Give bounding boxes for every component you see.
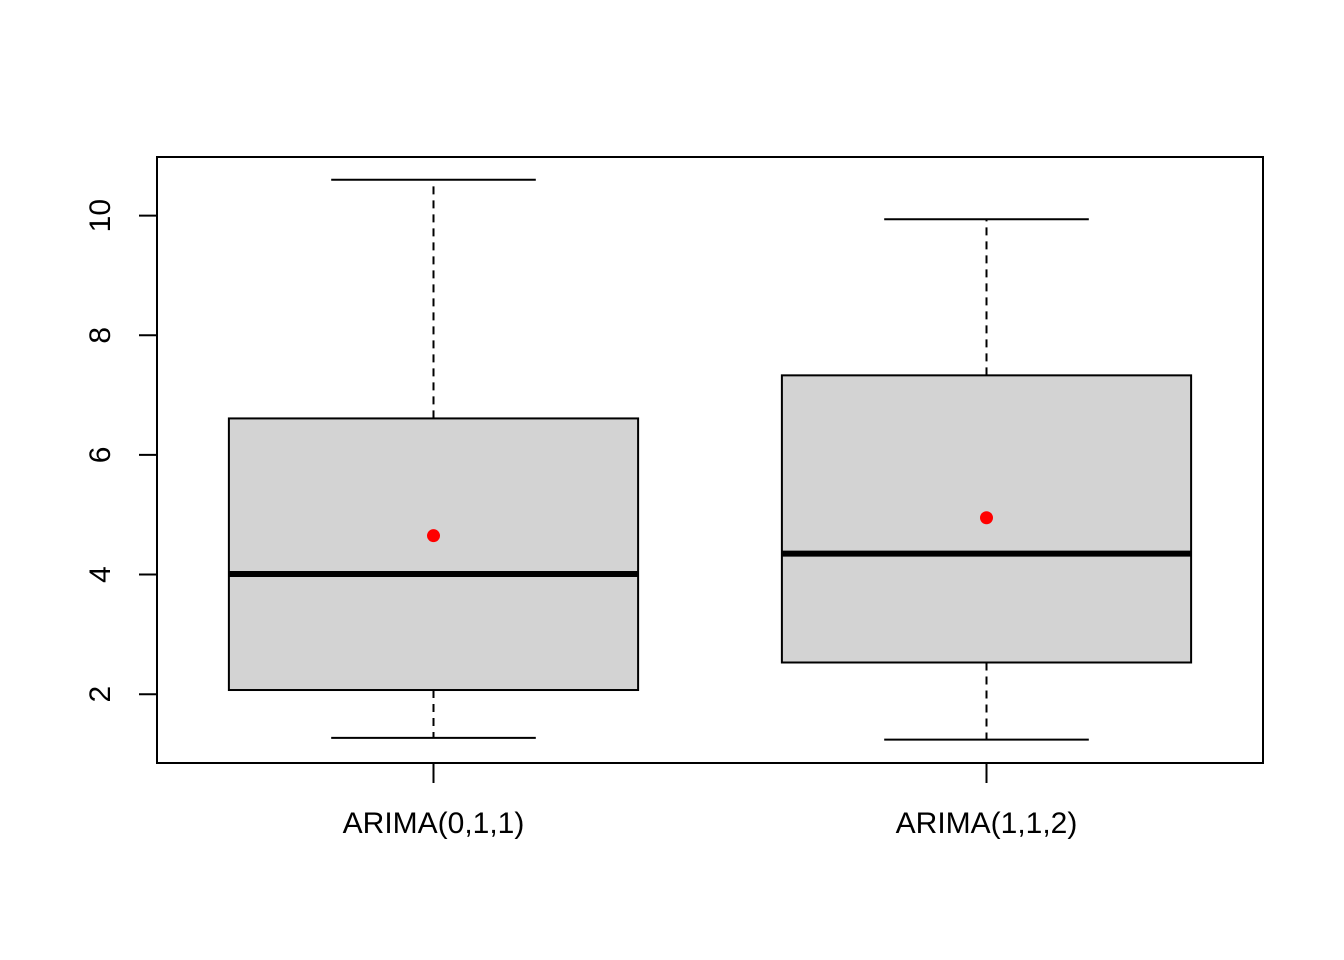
y-tick-label: 10 — [84, 199, 117, 232]
box-1 — [227, 178, 640, 739]
y-tick-label: 6 — [84, 447, 117, 464]
box-2 — [780, 218, 1193, 741]
x-tick-label: ARIMA(1,1,2) — [896, 807, 1078, 840]
y-tick-label: 2 — [84, 686, 117, 703]
mean-point — [427, 529, 440, 543]
mean-point — [980, 511, 993, 525]
y-tick-label: 8 — [84, 327, 117, 344]
box-series — [227, 178, 1193, 741]
y-tick-label: 4 — [84, 566, 117, 583]
y-axis: 2 4 6 8 10 — [84, 199, 158, 703]
x-tick-label: ARIMA(0,1,1) — [343, 807, 525, 840]
x-axis: ARIMA(0,1,1) ARIMA(1,1,2) — [343, 763, 1078, 840]
interquartile-box — [227, 417, 640, 692]
